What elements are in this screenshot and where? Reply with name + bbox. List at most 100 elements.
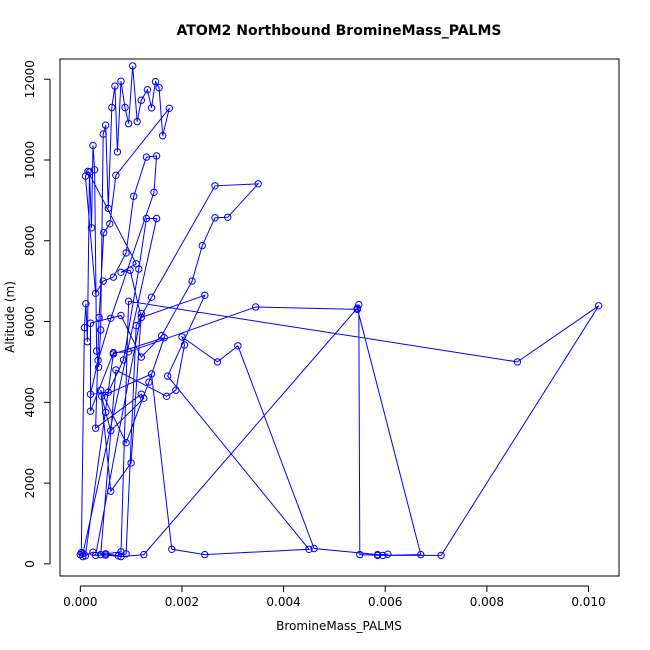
data-point xyxy=(152,214,161,223)
data-point xyxy=(86,407,95,415)
data-point xyxy=(130,192,138,201)
data-point xyxy=(100,229,108,237)
data-point xyxy=(91,289,100,297)
data-point xyxy=(86,390,95,398)
data-point xyxy=(126,266,134,274)
data-point xyxy=(147,370,156,378)
data-point xyxy=(121,103,129,112)
data-point xyxy=(198,241,207,250)
data-point xyxy=(164,372,172,380)
data-point xyxy=(99,130,107,138)
data-point xyxy=(140,550,148,559)
data-point xyxy=(117,268,125,276)
y-tick-label: 8000 xyxy=(23,225,37,256)
data-point xyxy=(124,348,133,356)
x-tick-label: 0.010 xyxy=(571,595,605,609)
data-point xyxy=(178,333,186,341)
data-point xyxy=(94,363,103,371)
data-point xyxy=(133,117,141,126)
data-point xyxy=(513,358,522,366)
data-point xyxy=(379,551,387,560)
data-point xyxy=(151,77,160,86)
y-axis: 0 2000 4000 6000 8000 10000 12000 xyxy=(23,60,51,568)
data-point xyxy=(150,188,158,197)
data-point xyxy=(113,148,122,156)
x-tick-label: 0.004 xyxy=(266,595,300,609)
data-point xyxy=(305,545,313,553)
data-point xyxy=(127,459,135,467)
data-point xyxy=(117,552,125,561)
data-point xyxy=(142,214,151,223)
chart-title: ATOM2 Northbound BromineMass_PALMS xyxy=(177,23,502,39)
data-point xyxy=(83,338,92,346)
data-point xyxy=(80,323,89,332)
data-point xyxy=(132,321,140,330)
data-point xyxy=(147,104,156,112)
data-point xyxy=(310,544,318,553)
data-point xyxy=(159,132,167,140)
data-point xyxy=(92,347,101,355)
data-point xyxy=(201,550,209,559)
data-point xyxy=(437,551,445,560)
data-point xyxy=(97,326,105,334)
data-point xyxy=(252,303,260,311)
data-point xyxy=(106,220,114,228)
y-tick-label: 12000 xyxy=(23,60,37,98)
data-point xyxy=(417,550,425,559)
data-point xyxy=(122,249,130,257)
x-tick-label: 0.000 xyxy=(63,595,97,609)
y-tick-label: 6000 xyxy=(23,306,37,337)
data-point xyxy=(137,313,146,322)
data-point xyxy=(102,551,110,559)
data-point xyxy=(104,204,113,213)
data-point xyxy=(140,394,148,402)
data-point xyxy=(81,552,90,560)
y-tick-label: 10000 xyxy=(23,141,37,179)
data-point xyxy=(355,300,363,309)
data-point xyxy=(90,166,99,174)
y-tick-label: 4000 xyxy=(23,387,37,418)
data-point xyxy=(145,378,153,386)
data-point xyxy=(102,121,110,129)
data-point xyxy=(87,224,96,232)
data-point xyxy=(109,350,118,358)
data-point xyxy=(137,309,146,318)
data-point xyxy=(81,172,90,180)
data-point xyxy=(107,426,115,435)
data-point xyxy=(163,392,171,400)
plot-frame xyxy=(59,58,620,577)
y-tick-label: 0 xyxy=(23,560,37,568)
data-point xyxy=(234,342,242,350)
x-axis: 0.000 0.002 0.004 0.006 0.008 0.010 xyxy=(63,585,606,609)
data-point xyxy=(102,408,110,417)
data-point xyxy=(180,341,189,349)
x-tick-label: 0.002 xyxy=(165,595,199,609)
data-point xyxy=(91,551,100,560)
data-point xyxy=(122,439,130,447)
data-point xyxy=(95,313,103,322)
data-point xyxy=(119,356,128,364)
data-point xyxy=(160,334,168,342)
data-point xyxy=(155,84,163,92)
data-point xyxy=(91,424,100,432)
data-point xyxy=(108,103,116,112)
data-point xyxy=(595,302,603,310)
data-point xyxy=(97,550,105,559)
data-point xyxy=(137,353,146,361)
data-point xyxy=(112,366,120,374)
data-point xyxy=(254,180,262,188)
data-point xyxy=(201,291,209,299)
data-point xyxy=(224,213,232,222)
data-point xyxy=(142,153,151,161)
data-point xyxy=(79,549,87,558)
x-axis-label: BromineMass_PALMS xyxy=(276,619,402,633)
data-point xyxy=(112,171,120,180)
data-point xyxy=(165,104,174,113)
data-point xyxy=(213,358,222,366)
data-point xyxy=(104,388,113,396)
points-layer xyxy=(76,62,603,561)
data-point xyxy=(117,548,125,556)
data-point xyxy=(152,152,161,160)
y-tick-label: 2000 xyxy=(23,468,37,499)
